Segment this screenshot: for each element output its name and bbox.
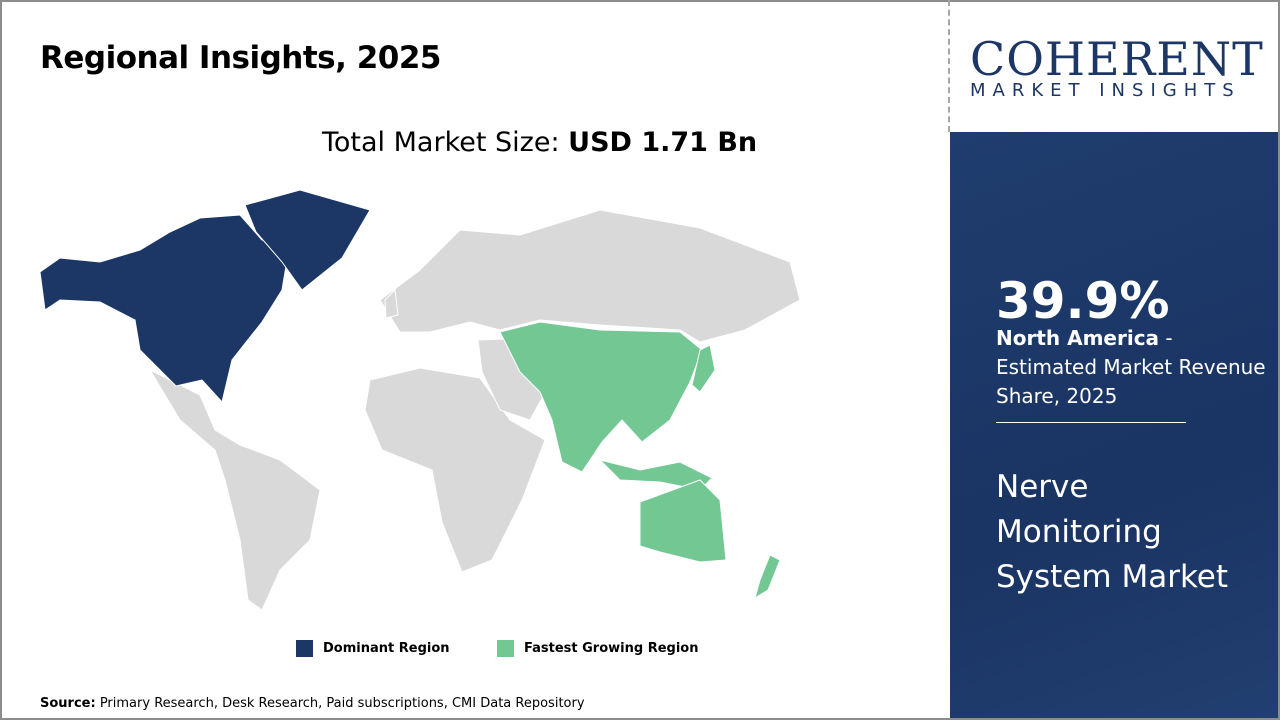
logo-wordmark: COHERENT <box>970 32 1264 86</box>
share-text: - Estimated Market Revenue Share, 2025 <box>996 326 1266 408</box>
legend-swatch <box>296 640 313 657</box>
region-name: North America <box>996 326 1160 350</box>
share-percent: 39.9% <box>996 272 1170 330</box>
panel-divider <box>996 422 1186 423</box>
map-latin-america <box>148 368 321 611</box>
total-market-label: Total Market Size: <box>322 127 569 158</box>
map-new-zealand <box>754 554 781 600</box>
insight-panel: 39.9% North America - Estimated Market R… <box>950 132 1278 718</box>
map-africa <box>364 367 546 573</box>
page-title: Regional Insights, 2025 <box>40 40 441 76</box>
source-note: Source: Primary Research, Desk Research,… <box>40 696 585 711</box>
legend-label: Dominant Region <box>323 641 450 656</box>
legend-fastest: Fastest Growing Region <box>497 640 698 657</box>
legend-label: Fastest Growing Region <box>524 641 699 656</box>
legend-swatch <box>497 640 514 657</box>
map-uk <box>384 288 399 319</box>
map-japan <box>691 344 716 393</box>
total-market-size: Total Market Size: USD 1.71 Bn <box>322 127 757 158</box>
map-indonesia <box>598 459 713 491</box>
dashed-divider <box>948 0 950 132</box>
map-greenland <box>244 189 371 291</box>
source-text: Primary Research, Desk Research, Paid su… <box>95 696 585 711</box>
world-map <box>39 189 801 611</box>
logo-subtitle: MARKET INSIGHTS <box>970 80 1241 101</box>
map-australia <box>639 479 727 563</box>
market-name: Nerve Monitoring System Market <box>996 469 1229 595</box>
map-europe-russia <box>379 209 801 343</box>
legend-dominant: Dominant Region <box>296 640 450 657</box>
source-label: Source: <box>40 696 96 711</box>
share-description: North America - Estimated Market Revenue… <box>996 324 1276 411</box>
map-asia <box>499 321 703 473</box>
map-north-america <box>39 214 291 404</box>
total-market-value: USD 1.71 Bn <box>568 127 758 158</box>
logo: COHERENT MARKET INSIGHTS <box>950 2 1278 132</box>
